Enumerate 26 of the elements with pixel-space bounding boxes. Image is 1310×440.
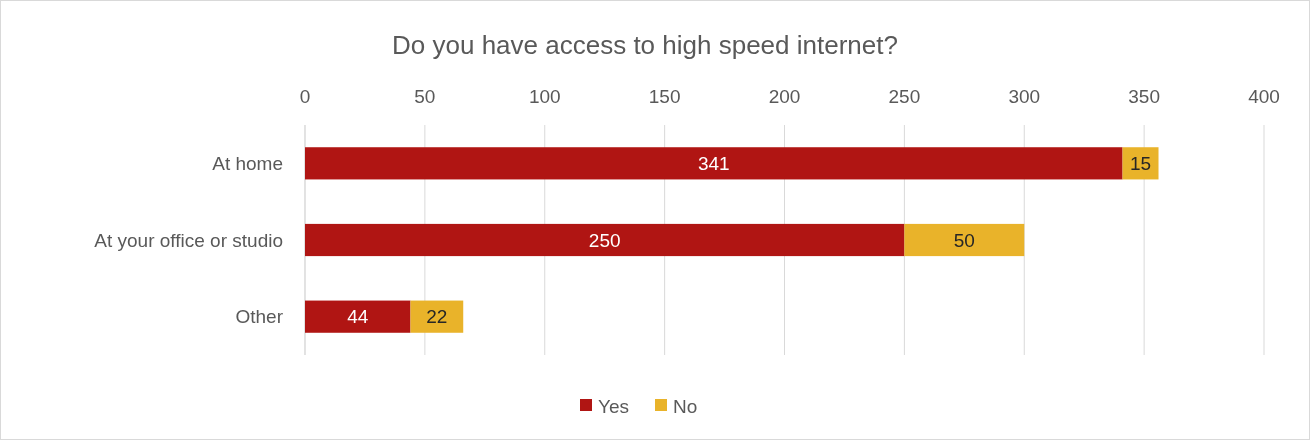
x-tick-label: 300	[1008, 86, 1041, 107]
x-tick-label: 100	[528, 86, 561, 107]
bar	[305, 300, 411, 333]
bar	[410, 300, 464, 333]
x-tick-label: 200	[768, 86, 801, 107]
bar	[305, 147, 1123, 180]
x-tick-label: 0	[299, 86, 311, 107]
data-label: 50	[953, 229, 975, 251]
x-tick-label: 250	[888, 86, 921, 107]
x-tick-label: 150	[648, 86, 681, 107]
y-tick-label: At your office or studio	[94, 229, 283, 251]
x-tick-label: 50	[414, 86, 436, 107]
y-tick-label: Other	[235, 306, 284, 328]
legend-label: Yes	[598, 395, 629, 417]
bar	[305, 223, 905, 257]
y-tick-label: At home	[212, 152, 283, 174]
x-tick-label: 350	[1128, 86, 1160, 107]
bar	[904, 223, 1025, 257]
data-label: 341	[697, 152, 730, 174]
x-tick-label: 400	[1248, 86, 1280, 107]
data-label: 250	[588, 229, 621, 251]
data-label: 44	[347, 306, 369, 328]
data-label: 15	[1129, 152, 1152, 174]
data-label: 22	[426, 306, 448, 328]
legend-label: No	[673, 395, 698, 417]
chart-title: Do you have access to high speed internet?	[392, 30, 898, 60]
